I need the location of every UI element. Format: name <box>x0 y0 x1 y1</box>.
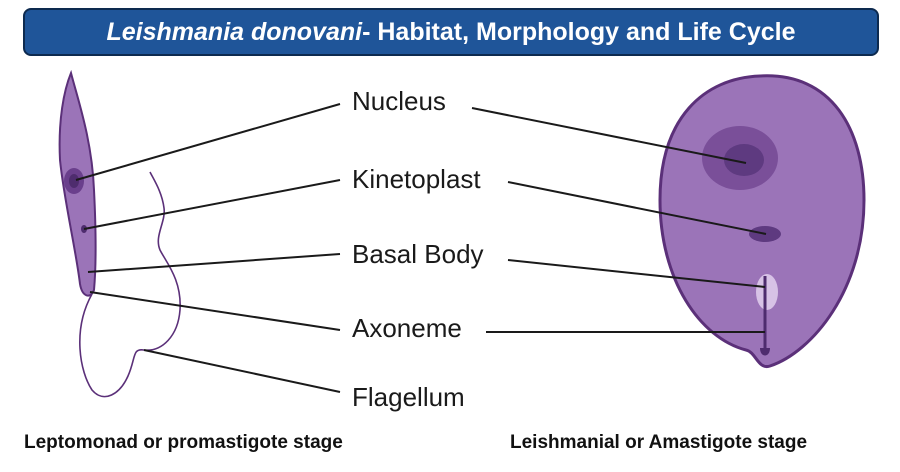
line-flagellum-left <box>143 349 341 393</box>
amastigote-nucleolus <box>724 144 764 176</box>
line-axoneme-left <box>89 291 341 331</box>
label-axoneme: Axoneme <box>352 313 462 343</box>
title-species: Leishmania donovani <box>106 17 363 46</box>
line-basal-body-right <box>507 259 766 288</box>
amastigote-flagellar-pocket <box>756 274 778 310</box>
promastigote-cell <box>58 69 181 398</box>
title-rest: - Habitat, Morphology and Life Cycle <box>362 17 796 46</box>
pointer-lines <box>75 103 767 393</box>
line-nucleus-right <box>471 107 747 164</box>
promastigote-flagellum <box>79 171 181 398</box>
amastigote-body <box>658 74 866 369</box>
line-basal-body-left <box>87 253 341 273</box>
label-kinetoplast: Kinetoplast <box>352 164 481 194</box>
caption-promastigote: Leptomonad or promastigote stage <box>24 432 343 453</box>
label-basal-body: Basal Body <box>352 239 484 269</box>
label-flagellum: Flagellum <box>352 382 465 412</box>
line-kinetoplast-left <box>83 179 341 230</box>
line-nucleus-left <box>75 103 341 181</box>
promastigote-nucleolus <box>69 174 79 188</box>
label-nucleus: Nucleus <box>352 86 446 116</box>
caption-amastigote: Leishmanial or Amastigote stage <box>510 432 808 453</box>
line-kinetoplast-right <box>507 181 767 235</box>
title-banner: Leishmania donovani - Habitat, Morphology… <box>23 8 879 56</box>
amastigote-cell <box>658 74 866 369</box>
amastigote-notch <box>760 348 770 356</box>
